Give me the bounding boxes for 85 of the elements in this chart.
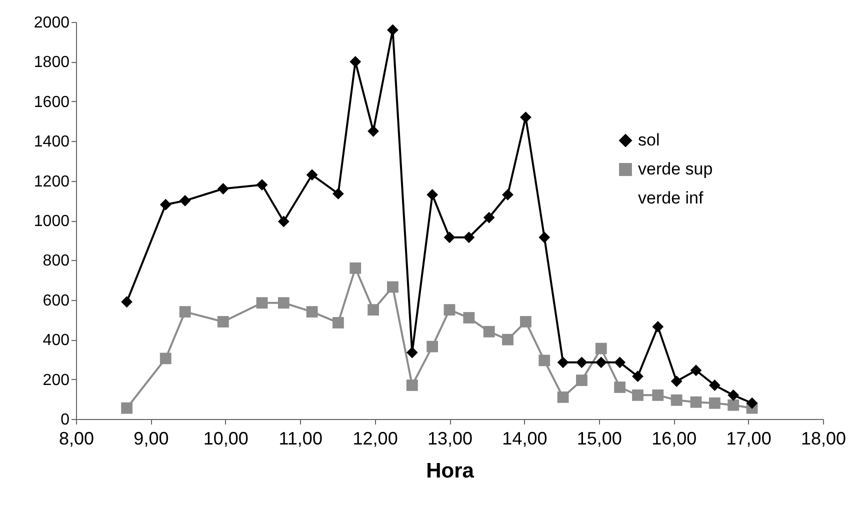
point bbox=[426, 188, 438, 200]
point bbox=[306, 169, 318, 181]
x-tick-label: 16,00 bbox=[652, 428, 697, 448]
point bbox=[595, 356, 607, 368]
point bbox=[746, 397, 758, 409]
x-axis-title: Hora bbox=[426, 460, 474, 482]
y-tick-label: 2000 bbox=[34, 14, 70, 32]
point bbox=[179, 194, 191, 206]
y-tick-label: 600 bbox=[42, 292, 70, 310]
point bbox=[306, 306, 318, 318]
point bbox=[576, 356, 588, 368]
point bbox=[256, 179, 268, 190]
point bbox=[538, 232, 550, 244]
point bbox=[256, 297, 268, 309]
point bbox=[632, 370, 644, 382]
point bbox=[217, 183, 229, 194]
point bbox=[368, 125, 380, 137]
point bbox=[690, 396, 702, 408]
point bbox=[387, 281, 398, 293]
x-tick-label: 15,00 bbox=[576, 428, 622, 448]
point bbox=[444, 232, 456, 244]
point bbox=[278, 297, 290, 309]
y-tick-label: 1000 bbox=[34, 213, 70, 230]
point bbox=[444, 304, 456, 316]
x-tick-label: 13,00 bbox=[427, 428, 473, 448]
point bbox=[121, 402, 132, 414]
point bbox=[502, 188, 514, 200]
point bbox=[332, 317, 344, 328]
point bbox=[463, 232, 475, 244]
point bbox=[426, 340, 438, 352]
y-tick-label: 0 bbox=[60, 412, 70, 428]
point bbox=[708, 397, 720, 409]
y-tick-label: 1200 bbox=[34, 173, 70, 190]
point bbox=[483, 326, 495, 338]
point bbox=[632, 389, 644, 401]
point bbox=[690, 364, 702, 376]
point bbox=[557, 391, 569, 403]
text: verde inf bbox=[638, 188, 704, 208]
point bbox=[728, 389, 740, 401]
point bbox=[557, 356, 569, 368]
point bbox=[179, 306, 191, 318]
point bbox=[708, 380, 720, 391]
y-tick-label: 800 bbox=[42, 252, 70, 270]
point bbox=[278, 216, 290, 228]
point bbox=[652, 320, 664, 332]
x-tick-label: 18,00 bbox=[800, 428, 846, 448]
point bbox=[614, 382, 626, 393]
point bbox=[538, 354, 550, 366]
point bbox=[332, 188, 344, 200]
point bbox=[217, 316, 229, 328]
point bbox=[121, 296, 132, 308]
y-tick-label: 1800 bbox=[34, 54, 70, 72]
y-tick-label: 1400 bbox=[34, 134, 70, 151]
point bbox=[160, 198, 172, 210]
point bbox=[502, 334, 514, 346]
point bbox=[614, 356, 626, 368]
point bbox=[576, 374, 588, 386]
point bbox=[350, 56, 362, 68]
point bbox=[652, 389, 664, 401]
point bbox=[520, 112, 532, 123]
point bbox=[387, 24, 398, 36]
point bbox=[728, 399, 740, 411]
point bbox=[368, 304, 380, 316]
point bbox=[463, 312, 475, 324]
point bbox=[406, 346, 418, 358]
point bbox=[595, 342, 607, 354]
point bbox=[670, 376, 682, 387]
point bbox=[520, 316, 532, 328]
x-tick-label: 9,00 bbox=[134, 428, 169, 448]
y-tick-label: 1600 bbox=[34, 94, 70, 111]
x-tick-label: 11,00 bbox=[278, 428, 322, 448]
point bbox=[406, 380, 418, 391]
x-tick-label: 17,00 bbox=[726, 428, 772, 448]
point bbox=[350, 262, 362, 274]
x-tick-label: 8,00 bbox=[58, 428, 94, 448]
y-tick-label: 200 bbox=[42, 372, 70, 389]
legend-label: sol bbox=[638, 130, 660, 150]
legend-label: verde sup bbox=[638, 160, 713, 178]
y-tick-label: 400 bbox=[42, 332, 70, 350]
point bbox=[160, 352, 172, 364]
point bbox=[483, 212, 495, 224]
x-tick-label: 12,00 bbox=[352, 428, 398, 448]
x-tick-label: 14,00 bbox=[502, 428, 548, 448]
x-tick-label: 10,00 bbox=[203, 428, 248, 448]
point bbox=[670, 394, 682, 406]
